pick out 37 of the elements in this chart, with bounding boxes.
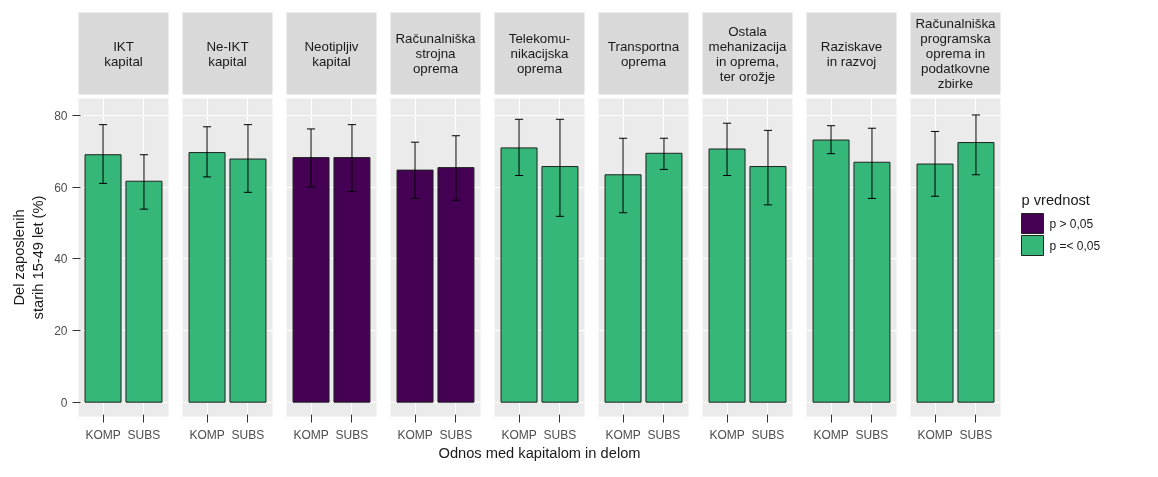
chart-title: Ostala mehanizacija in oprema, ter orožje: [708, 23, 787, 84]
x-tick-label: SUBS: [751, 427, 785, 442]
x-tick-label: KOMP: [189, 427, 225, 442]
x-tick-label: KOMP: [813, 427, 849, 442]
y-tick-label: 0: [60, 395, 68, 410]
x-tick-label: SUBS: [335, 427, 369, 442]
x-axis-title: Odnos med kapitalom in delom: [438, 444, 641, 461]
chart-title: Telekomu- nikacijska oprema: [508, 31, 571, 76]
y-tick-label: 20: [54, 324, 68, 339]
y-tick-label: 40: [54, 252, 68, 267]
legend-label: p > 0,05: [1049, 216, 1094, 231]
chart-title: Ne-IKT kapital: [206, 38, 249, 69]
legend-title: p vrednost: [1021, 191, 1090, 208]
x-tick-label: KOMP: [397, 427, 433, 442]
chart-title: Raziskave in razvoj: [820, 38, 883, 69]
x-tick-label: SUBS: [439, 427, 473, 442]
x-tick-label: SUBS: [855, 427, 889, 442]
x-tick-label: KOMP: [293, 427, 329, 442]
x-tick-label: KOMP: [501, 427, 537, 442]
x-tick-label: SUBS: [647, 427, 681, 442]
x-tick-label: KOMP: [917, 427, 953, 442]
x-tick-label: SUBS: [543, 427, 577, 442]
chart-title: Neotipljiv kapital: [304, 38, 359, 69]
chart-title: Računalniška strojna oprema: [395, 31, 477, 76]
x-tick-label: KOMP: [85, 427, 121, 442]
y-tick-label: 60: [54, 180, 68, 195]
x-tick-label: SUBS: [231, 427, 265, 442]
chart-title: Transportna oprema: [607, 38, 680, 69]
x-tick-label: KOMP: [709, 427, 745, 442]
chart-title: Računalniška programska oprema in podatkovne zbirke: [915, 16, 997, 91]
x-tick-label: KOMP: [605, 427, 641, 442]
y-axis-title: Del zaposlenih starih 15-49 let (%): [10, 195, 47, 320]
legend-label: p =< 0,05: [1049, 238, 1101, 253]
x-tick-label: SUBS: [959, 427, 993, 442]
x-tick-label: SUBS: [127, 427, 161, 442]
chart-title: IKT kapital: [104, 38, 143, 69]
y-tick-label: 80: [54, 109, 68, 124]
